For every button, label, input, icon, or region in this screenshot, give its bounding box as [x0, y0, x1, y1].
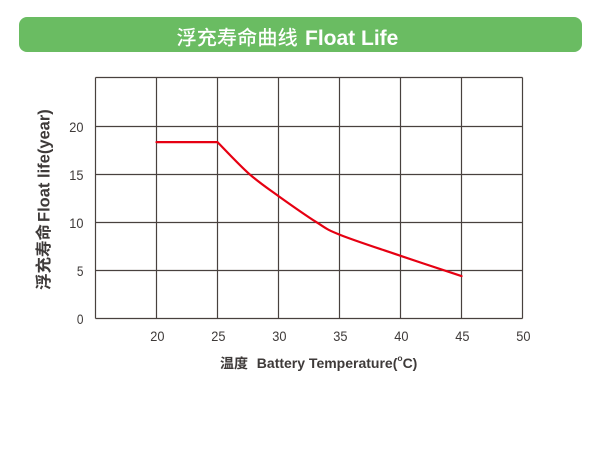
svg-text:5: 5 — [77, 263, 84, 279]
svg-text:40: 40 — [394, 328, 408, 344]
svg-text:35: 35 — [333, 328, 347, 344]
svg-text:30: 30 — [272, 328, 286, 344]
svg-text:Battery Temperature(oC): Battery Temperature(oC) — [257, 353, 418, 371]
svg-text:50: 50 — [516, 328, 530, 344]
svg-text:10: 10 — [69, 215, 83, 231]
svg-text:20: 20 — [150, 328, 164, 344]
svg-text:0: 0 — [77, 311, 84, 327]
svg-text:45: 45 — [455, 328, 469, 344]
svg-text:Float Life: Float Life — [305, 27, 398, 50]
svg-text:15: 15 — [69, 167, 83, 183]
svg-text:25: 25 — [211, 328, 225, 344]
svg-text:20: 20 — [69, 119, 83, 135]
svg-text:Float life(year): Float life(year) — [35, 109, 53, 222]
